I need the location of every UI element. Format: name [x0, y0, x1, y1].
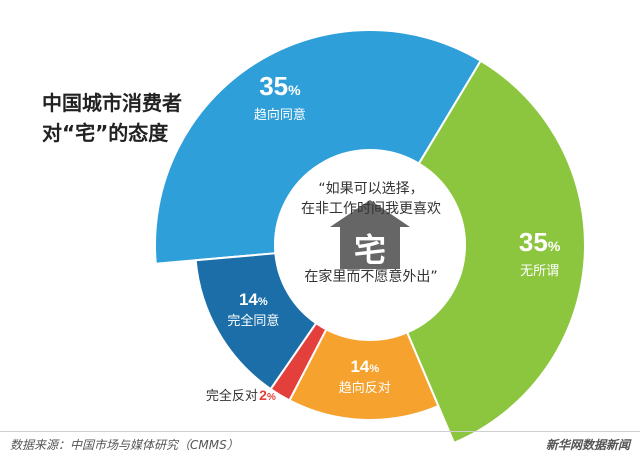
house-body [340, 227, 400, 269]
slice-unit-3: % [267, 392, 276, 403]
slice-4 [194, 252, 318, 391]
house-glyph: 宅 [354, 231, 386, 269]
house-icon: 宅 [330, 200, 410, 269]
chart-title: 中国城市消费者 对“宅”的态度 [42, 88, 182, 148]
slice-label-1: 无所谓 [520, 264, 559, 279]
quote-line-1: “如果可以选择， [318, 181, 424, 197]
quote-line-2: 在非工作时间我更喜欢 [301, 201, 441, 217]
slice-unit-2: % [369, 363, 379, 375]
slice-label-3: 完全反对 [206, 388, 258, 404]
slice-0 [154, 29, 483, 265]
slice-1 [405, 59, 586, 445]
title-line-1: 中国城市消费者 [42, 91, 182, 115]
publisher-brand-text: 新华网数据新闻 [545, 438, 630, 452]
slice-label-2: 趋向反对 [339, 380, 391, 396]
title-line-2: 对“宅”的态度 [42, 121, 169, 145]
data-source: 数据来源：中国市场与媒体研究（CMMS） [10, 436, 239, 453]
house-roof [330, 200, 410, 227]
slice-unit-4: % [258, 296, 268, 308]
data-source-text: 数据来源：中国市场与媒体研究（CMMS） [10, 438, 239, 452]
slice-label-0: 趋向同意 [254, 107, 306, 123]
slice-unit-0: % [288, 82, 301, 98]
quote-line-3: 在家里而不愿意外出” [304, 269, 438, 285]
slice-label-4: 完全同意 [227, 313, 279, 329]
publisher-brand: 新华网数据新闻 [546, 436, 630, 453]
slice-unit-1: % [548, 238, 561, 254]
footer-divider [0, 431, 640, 432]
